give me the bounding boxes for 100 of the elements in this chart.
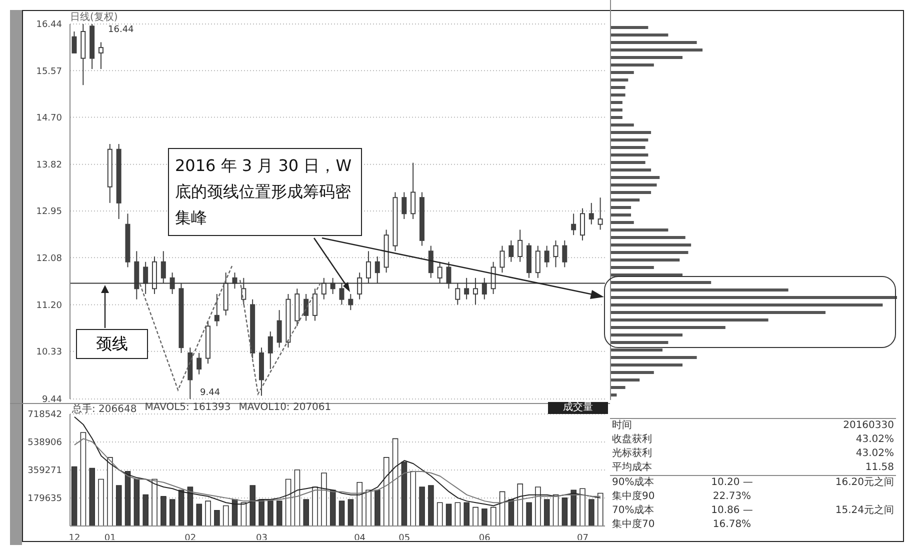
bar	[570, 490, 577, 526]
candlestick	[598, 197, 603, 230]
bar	[107, 457, 113, 526]
candlestick	[428, 245, 434, 278]
bar	[490, 506, 496, 526]
text: 16.78%	[712, 518, 752, 532]
bar	[169, 499, 176, 526]
candlestick	[276, 310, 282, 348]
bar	[268, 500, 274, 526]
bar	[611, 244, 692, 246]
bar	[611, 251, 688, 254]
candlestick	[357, 272, 362, 300]
bar	[196, 504, 202, 526]
bar	[611, 78, 628, 82]
bar	[303, 499, 310, 526]
y-tick-label: 538906	[28, 438, 62, 448]
bar	[611, 296, 897, 299]
bar	[611, 124, 634, 126]
y-tick-label: 15.57	[36, 66, 62, 77]
candlestick	[196, 352, 202, 375]
bar	[526, 502, 532, 526]
candlestick	[490, 261, 496, 294]
candlestick	[437, 261, 442, 284]
bar	[356, 482, 363, 526]
candlestick	[72, 31, 77, 54]
y-tick-label: 10.33	[36, 348, 62, 358]
bar	[611, 258, 680, 262]
bar	[611, 146, 646, 149]
bar	[124, 471, 131, 526]
x-tick-label: 12	[68, 533, 80, 544]
bar	[611, 304, 883, 306]
candlestick	[508, 240, 514, 262]
candlestick	[472, 277, 478, 306]
bar	[611, 236, 686, 239]
bar	[338, 500, 345, 526]
bar	[611, 394, 617, 396]
bar	[428, 485, 434, 526]
bar	[80, 432, 86, 526]
bar	[454, 502, 461, 526]
y-tick-label: 12.95	[36, 207, 62, 218]
candlestick	[562, 240, 568, 268]
bar	[276, 500, 282, 526]
text: 16.20元之间	[834, 476, 894, 490]
bar	[611, 34, 668, 36]
text: 70%成本	[612, 504, 656, 518]
y-tick-label: 16.44	[36, 20, 62, 30]
candlestick	[455, 282, 460, 306]
y-tick-label: 12.08	[36, 254, 62, 264]
annotation: 16.44	[108, 25, 134, 35]
bar	[562, 498, 568, 526]
candlestick	[98, 42, 104, 70]
bar	[98, 478, 104, 526]
bar	[611, 341, 668, 344]
bar	[374, 490, 380, 526]
bar	[611, 64, 654, 66]
bar	[436, 502, 443, 526]
candlestick	[312, 288, 318, 322]
bar	[142, 494, 149, 526]
text: 成交量	[548, 402, 608, 414]
bar	[160, 496, 166, 526]
bar	[258, 499, 264, 526]
y-tick-label: 9.44	[42, 395, 62, 406]
bar	[611, 214, 632, 216]
candlestick	[374, 256, 380, 284]
candlestick	[446, 261, 452, 290]
candlestick	[464, 277, 470, 300]
bar	[464, 502, 470, 526]
bar	[250, 485, 256, 526]
bar	[552, 494, 559, 526]
y-tick-label: 718542	[28, 410, 62, 420]
bar	[611, 191, 652, 194]
text: 日线(复权)	[70, 10, 118, 24]
bar	[312, 486, 318, 526]
bar	[383, 457, 390, 526]
bar	[517, 484, 524, 526]
y-tick-label: 359271	[28, 466, 62, 476]
line-series	[74, 416, 602, 506]
text: 集中度70	[612, 518, 656, 532]
candlestick	[410, 162, 416, 220]
annotation: 9.44	[200, 388, 220, 398]
text: 平均成本	[612, 461, 653, 475]
bar	[611, 101, 622, 104]
bar	[214, 510, 220, 526]
bar	[348, 499, 354, 526]
candlestick	[580, 208, 585, 241]
bar	[611, 161, 646, 164]
bar	[611, 41, 697, 44]
candlestick	[170, 272, 175, 294]
bar	[446, 504, 452, 526]
annotation: 2016 年 3 月 30 日，W 底的颈线位置形成筹码密集峰	[168, 148, 362, 236]
candlestick	[304, 294, 309, 322]
text: 90%成本	[612, 476, 656, 490]
bar	[611, 356, 697, 359]
candlestick	[321, 277, 326, 300]
bar	[419, 486, 425, 526]
text: 15.24元之间	[834, 504, 894, 518]
bar	[611, 318, 768, 322]
candlestick	[588, 202, 594, 225]
text: 20160330	[842, 419, 894, 433]
candlestick	[366, 250, 371, 284]
